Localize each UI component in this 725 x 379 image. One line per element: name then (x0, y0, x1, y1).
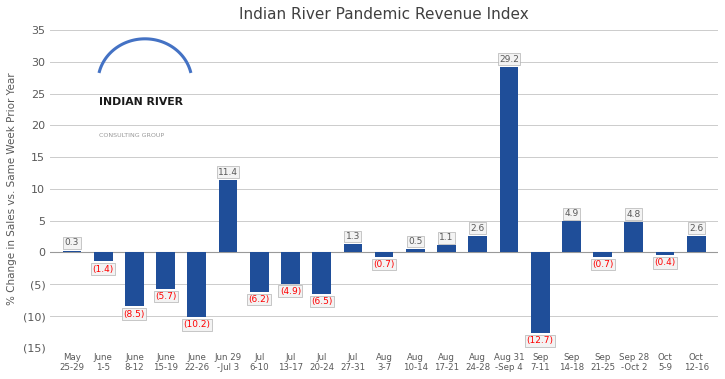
Text: 0.3: 0.3 (65, 238, 79, 247)
Bar (500, 67, 518, 252)
Text: (0.4): (0.4) (655, 258, 676, 267)
Bar (94, 252, 112, 262)
Text: (4.9): (4.9) (280, 287, 301, 296)
Text: (12.7): (12.7) (526, 336, 554, 345)
Bar (219, 180, 237, 252)
Bar (250, 252, 268, 292)
Text: (0.7): (0.7) (592, 260, 613, 269)
Bar (344, 244, 362, 252)
Bar (156, 252, 175, 289)
Bar (125, 252, 144, 307)
Bar (312, 252, 331, 294)
Text: (10.2): (10.2) (183, 321, 210, 329)
Bar (375, 252, 394, 257)
Text: 4.8: 4.8 (626, 210, 641, 219)
Bar (437, 246, 456, 252)
Text: (6.5): (6.5) (311, 297, 332, 306)
Text: 29.2: 29.2 (499, 55, 519, 64)
Bar (655, 252, 674, 255)
Text: 1.3: 1.3 (346, 232, 360, 241)
Y-axis label: % Change in Sales vs. Same Week Prior Year: % Change in Sales vs. Same Week Prior Ye… (7, 73, 17, 305)
Text: 2.6: 2.6 (471, 224, 485, 233)
Text: (6.2): (6.2) (249, 295, 270, 304)
Bar (562, 221, 581, 252)
Text: (0.7): (0.7) (373, 260, 395, 269)
Bar (468, 236, 487, 252)
Text: (8.5): (8.5) (124, 310, 145, 319)
Bar (687, 236, 705, 252)
Bar (593, 252, 612, 257)
Text: (1.4): (1.4) (93, 265, 114, 274)
Title: Indian River Pandemic Revenue Index: Indian River Pandemic Revenue Index (239, 7, 529, 22)
Text: (5.7): (5.7) (155, 292, 176, 301)
Text: 1.1: 1.1 (439, 233, 454, 242)
Text: 2.6: 2.6 (689, 224, 703, 233)
Bar (188, 252, 206, 317)
Bar (62, 251, 81, 252)
Text: 4.9: 4.9 (564, 209, 579, 218)
Bar (531, 252, 550, 333)
Text: 0.5: 0.5 (408, 237, 423, 246)
Text: 11.4: 11.4 (218, 168, 238, 177)
Bar (281, 252, 300, 283)
Bar (406, 249, 425, 252)
Bar (624, 222, 643, 252)
